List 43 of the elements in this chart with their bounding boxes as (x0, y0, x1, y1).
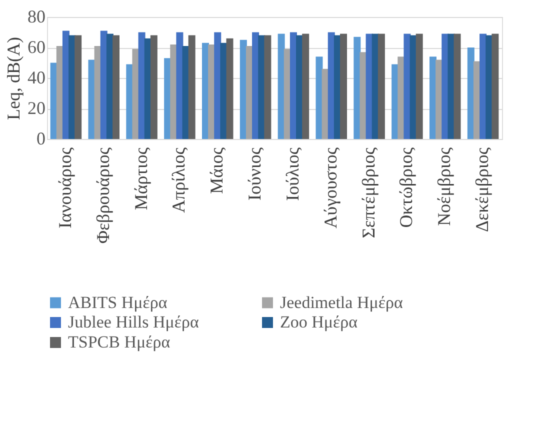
bar (88, 60, 96, 139)
bar (150, 35, 158, 139)
bar (360, 52, 367, 139)
bar (74, 35, 82, 139)
x-tick-label: Αύγουστος (320, 148, 340, 228)
bar (404, 34, 411, 139)
bar (112, 35, 120, 139)
x-tick-label: Νοέμβριος (434, 148, 454, 226)
x-tick-label: Φεβρουάριος (92, 148, 113, 244)
x-tick-label: Μάιος (206, 148, 227, 194)
bar (492, 34, 499, 139)
x-tick-label: Σεπτέμβριος (358, 148, 378, 238)
bar (316, 56, 323, 139)
legend-label: Jublee Hills Ημέρα (68, 312, 200, 332)
bar (220, 42, 228, 139)
bar (264, 35, 272, 139)
bar (454, 34, 461, 139)
x-tick-label: Ιούλιος (282, 148, 302, 201)
x-tick-label: Απρίλιος (168, 148, 189, 213)
legend-label: Jeedimetla Ημέρα (280, 292, 403, 312)
y-axis-title: Leq, dB(A) (4, 37, 24, 120)
bar (448, 34, 455, 139)
legend-label: TSPCB Ημέρα (68, 332, 170, 352)
x-tick-label: Ιούνιος (244, 148, 265, 201)
x-tick-label: Οκτώβριος (396, 148, 416, 228)
x-tick-label: Δεκέμβριος (472, 148, 492, 232)
bar (132, 49, 140, 139)
y-tick-label: 80 (28, 6, 46, 26)
y-tick-label: 60 (28, 37, 46, 57)
legend-label: Zoo Ημέρα (280, 312, 358, 332)
y-tick-label: 40 (28, 68, 46, 88)
bar (302, 34, 310, 139)
y-tick-label: 20 (28, 98, 46, 118)
legend-label: ABITS Ημέρα (68, 292, 168, 312)
bar (340, 34, 348, 139)
x-tick-label: Μάρτιος (130, 148, 151, 210)
bar (378, 34, 385, 139)
bar (416, 34, 423, 139)
x-tick-label: Ιανουάριος (54, 148, 75, 228)
y-tick-label: 0 (36, 128, 46, 148)
bar (188, 35, 196, 139)
bar (226, 38, 234, 139)
bar (176, 32, 184, 139)
